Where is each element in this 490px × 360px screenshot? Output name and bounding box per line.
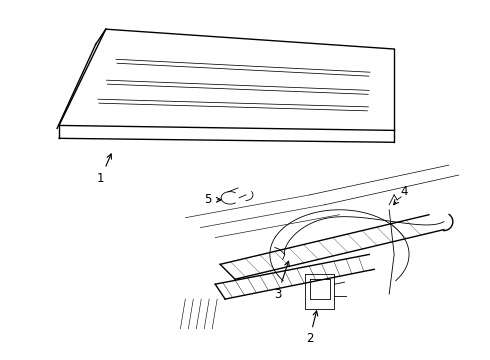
Text: 5: 5 xyxy=(204,193,221,206)
Text: 4: 4 xyxy=(393,185,408,205)
Text: 2: 2 xyxy=(306,311,318,345)
Text: 3: 3 xyxy=(274,261,289,301)
Text: 1: 1 xyxy=(97,154,111,185)
